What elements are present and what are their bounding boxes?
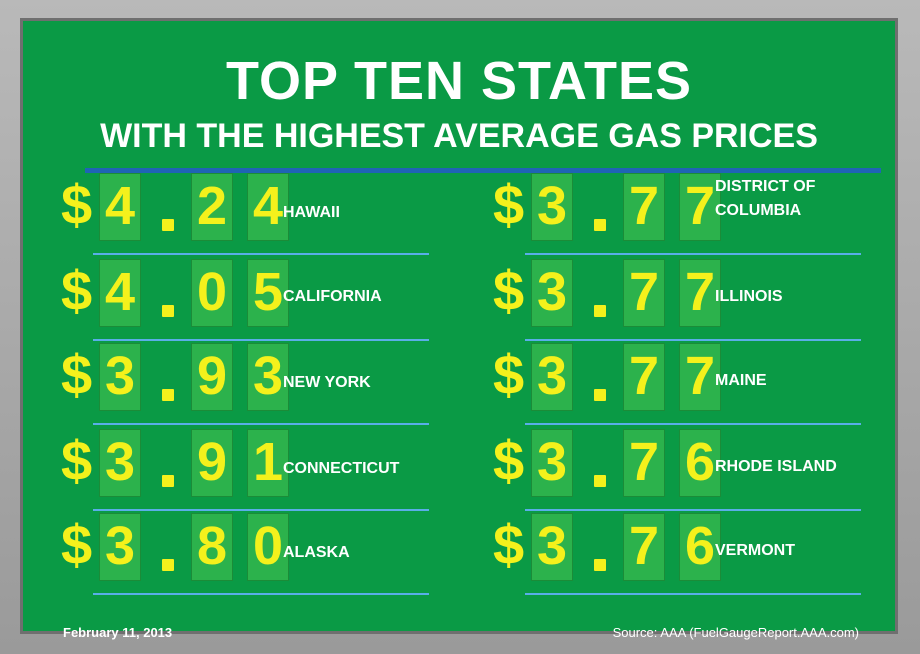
state-name: CALIFORNIA: [283, 288, 382, 305]
price-entry: $4 2 4 HAWAII: [61, 173, 431, 255]
decimal-point: [162, 389, 174, 401]
price-digit: 7: [623, 513, 665, 581]
price-entry: $3 9 1 CONNECTICUT: [61, 429, 431, 511]
price-digit: 3: [531, 429, 573, 497]
headline: TOP TEN STATES: [225, 51, 693, 111]
state-name: ILLINOIS: [715, 288, 783, 305]
price-digit: 0: [247, 513, 289, 581]
state-name: MAINE: [715, 372, 767, 389]
row-divider: [525, 253, 861, 255]
price-digit: 2: [191, 173, 233, 241]
price-digit: 7: [679, 343, 721, 411]
price-entry: $3 7 6 RHODE ISLAND: [493, 429, 863, 511]
row-divider: [525, 339, 861, 341]
decimal-point: [594, 305, 606, 317]
price-board: TOP TEN STATES WITH THE HIGHEST AVERAGE …: [20, 18, 898, 640]
row-divider: [93, 423, 429, 425]
row-divider: [525, 509, 861, 511]
dollar-sign: $: [61, 513, 93, 576]
price-digit: 4: [99, 259, 141, 327]
row-divider: [93, 593, 429, 595]
subheadline: WITH THE HIGHEST AVERAGE GAS PRICES: [100, 117, 818, 155]
row-divider: [93, 339, 429, 341]
state-name: DISTRICT OF COLUMBIA: [715, 178, 816, 219]
row-divider: [525, 593, 861, 595]
price-digit: 7: [679, 259, 721, 327]
price-digit: 7: [679, 173, 721, 241]
dollar-sign: $: [493, 429, 525, 492]
decimal-point: [594, 219, 606, 231]
row-divider: [93, 509, 429, 511]
price-digit: 6: [679, 429, 721, 497]
decimal-point: [162, 219, 174, 231]
price-entry: $3 7 7 MAINE: [493, 343, 863, 425]
price-digit: 4: [247, 173, 289, 241]
price-digit: 3: [531, 259, 573, 327]
row-divider: [93, 253, 429, 255]
decimal-point: [162, 305, 174, 317]
price-digit: 7: [623, 173, 665, 241]
title-divider: [85, 168, 881, 173]
dollar-sign: $: [493, 259, 525, 322]
price-digit: 3: [531, 173, 573, 241]
price-digit: 9: [191, 343, 233, 411]
price-digit: 3: [99, 513, 141, 581]
decimal-point: [594, 475, 606, 487]
price-digit: 8: [191, 513, 233, 581]
dollar-sign: $: [493, 173, 525, 236]
price-digit: 9: [191, 429, 233, 497]
price-digit: 3: [99, 429, 141, 497]
state-name: ALASKA: [283, 544, 350, 561]
price-digit: 7: [623, 259, 665, 327]
state-name: CONNECTICUT: [283, 460, 400, 477]
decimal-point: [594, 389, 606, 401]
price-digit: 3: [247, 343, 289, 411]
price-entry: $3 9 3 NEW YORK: [61, 343, 431, 425]
dollar-sign: $: [61, 429, 93, 492]
price-entry: $3 7 7 ILLINOIS: [493, 259, 863, 341]
price-entry: $4 0 5 CALIFORNIA: [61, 259, 431, 341]
dollar-sign: $: [61, 259, 93, 322]
price-digit: 7: [623, 429, 665, 497]
date-label: February 11, 2013: [63, 625, 173, 640]
dollar-sign: $: [61, 173, 93, 236]
row-divider: [525, 423, 861, 425]
source-label: Source: AAA (FuelGaugeReport.AAA.com): [612, 625, 859, 640]
price-digit: 3: [99, 343, 141, 411]
state-name: NEW YORK: [283, 374, 371, 391]
decimal-point: [162, 475, 174, 487]
price-digit: 1: [247, 429, 289, 497]
dollar-sign: $: [61, 343, 93, 406]
price-digit: 3: [531, 343, 573, 411]
price-digit: 0: [191, 259, 233, 327]
price-entry: $3 7 6 VERMONT: [493, 513, 863, 595]
price-digit: 6: [679, 513, 721, 581]
state-name: HAWAII: [283, 204, 340, 221]
price-entry: $3 8 0 ALASKA: [61, 513, 431, 595]
decimal-point: [594, 559, 606, 571]
decimal-point: [162, 559, 174, 571]
price-digit: 4: [99, 173, 141, 241]
price-digit: 5: [247, 259, 289, 327]
dollar-sign: $: [493, 343, 525, 406]
state-name: RHODE ISLAND: [715, 458, 837, 475]
state-name: VERMONT: [715, 542, 795, 559]
price-entry: $3 7 7 DISTRICT OF COLUMBIA: [493, 173, 863, 255]
dollar-sign: $: [493, 513, 525, 576]
price-digit: 3: [531, 513, 573, 581]
price-digit: 7: [623, 343, 665, 411]
